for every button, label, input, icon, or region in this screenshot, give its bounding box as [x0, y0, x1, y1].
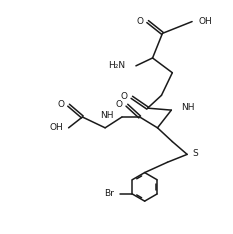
Text: H₂N: H₂N	[108, 61, 125, 70]
Text: NH: NH	[100, 111, 113, 120]
Text: S: S	[192, 149, 198, 158]
Text: NH: NH	[181, 103, 195, 112]
Text: Br: Br	[104, 190, 114, 198]
Text: O: O	[137, 17, 144, 26]
Text: O: O	[116, 100, 123, 109]
Text: OH: OH	[50, 123, 64, 132]
Text: O: O	[121, 92, 128, 101]
Text: OH: OH	[199, 17, 212, 26]
Text: O: O	[57, 100, 65, 109]
